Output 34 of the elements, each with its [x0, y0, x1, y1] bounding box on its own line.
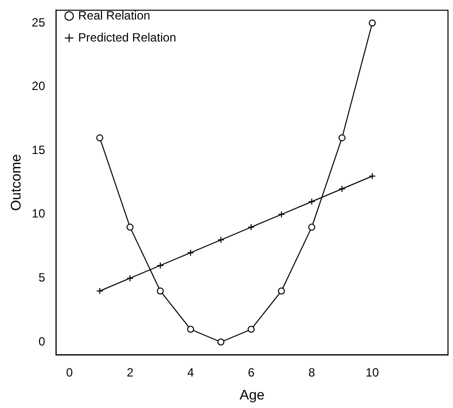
x-tick-label: 8: [308, 365, 316, 380]
point: [187, 249, 194, 256]
x-tick-label: 0: [66, 365, 74, 380]
point: [338, 134, 346, 142]
point: [217, 236, 224, 244]
point: [248, 326, 255, 333]
point: [126, 224, 134, 231]
point: [278, 287, 285, 294]
x-tick-label: 4: [187, 365, 194, 380]
point: [126, 274, 134, 282]
point: [368, 19, 376, 26]
point: [278, 210, 285, 218]
legend-label: Real Relation: [78, 8, 150, 22]
x-axis-title: Age: [240, 386, 265, 402]
y-axis-title: Outcome: [7, 154, 24, 211]
point: [96, 134, 104, 142]
x-tick-label: 2: [126, 365, 134, 380]
point: [217, 338, 224, 346]
y-tick-label: 10: [32, 206, 46, 221]
point: [308, 224, 316, 231]
point: [156, 287, 164, 294]
point: [248, 224, 255, 231]
point: [187, 326, 194, 333]
y-tick-label: 20: [32, 79, 46, 94]
x-tick-label: 6: [248, 365, 255, 380]
point: [308, 198, 316, 206]
y-tick-label: 0: [38, 334, 46, 348]
y-tick-label: 5: [38, 270, 46, 285]
x-tick-label: 10: [366, 365, 380, 380]
point: [338, 185, 346, 192]
legend-label: Predicted Relation: [78, 30, 176, 44]
y-tick-label: 15: [32, 142, 46, 157]
point: [156, 262, 164, 269]
y-tick-label: 25: [32, 15, 46, 30]
